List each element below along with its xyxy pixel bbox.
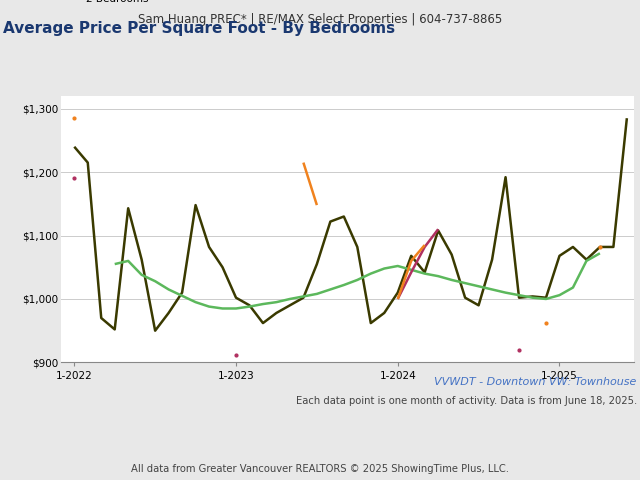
Text: Each data point is one month of activity. Data is from June 18, 2025.: Each data point is one month of activity… (296, 396, 637, 406)
Text: All data from Greater Vancouver REALTORS © 2025 ShowingTime Plus, LLC.: All data from Greater Vancouver REALTORS… (131, 464, 509, 474)
Text: Sam Huang PREC* | RE/MAX Select Properties | 604-737-8865: Sam Huang PREC* | RE/MAX Select Properti… (138, 13, 502, 26)
Legend: 1 Bedroom or Fewer, 2 Bedrooms, 3 Bedrooms, 4 Bedrooms or More (No Data), All Be: 1 Bedroom or Fewer, 2 Bedrooms, 3 Bedroo… (63, 0, 569, 4)
Text: Average Price Per Square Foot - By Bedrooms: Average Price Per Square Foot - By Bedro… (3, 21, 396, 36)
Text: VVWDT - Downtown VW: Townhouse: VVWDT - Downtown VW: Townhouse (435, 377, 637, 387)
